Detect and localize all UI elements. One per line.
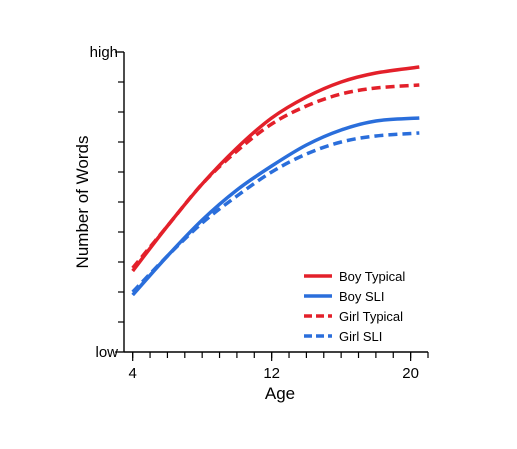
- legend-label-boy-sli: Boy SLI: [339, 289, 385, 304]
- x-axis-title: Age: [265, 384, 295, 403]
- x-tick-label: 12: [263, 365, 280, 382]
- major-ticks: 4 12 20 low high: [90, 44, 419, 382]
- y-tick-label: low: [95, 344, 118, 361]
- series-layer: [131, 65, 420, 297]
- legend-label-girl-sli: Girl SLI: [339, 329, 382, 344]
- y-tick-label: high: [90, 44, 118, 61]
- x-tick-label: 4: [129, 365, 137, 382]
- y-axis-title: Number of Words: [73, 136, 92, 269]
- axes: [123, 52, 428, 353]
- minor-ticks: [118, 51, 429, 358]
- legend: Boy Typical Boy SLI Girl Typical Girl SLI: [304, 269, 405, 344]
- series-line-girl-sli: [131, 131, 420, 294]
- series-line-girl-typical: [131, 83, 420, 270]
- legend-label-boy-typical: Boy Typical: [339, 269, 405, 284]
- x-tick-label: 20: [402, 365, 419, 382]
- legend-label-girl-typical: Girl Typical: [339, 309, 403, 324]
